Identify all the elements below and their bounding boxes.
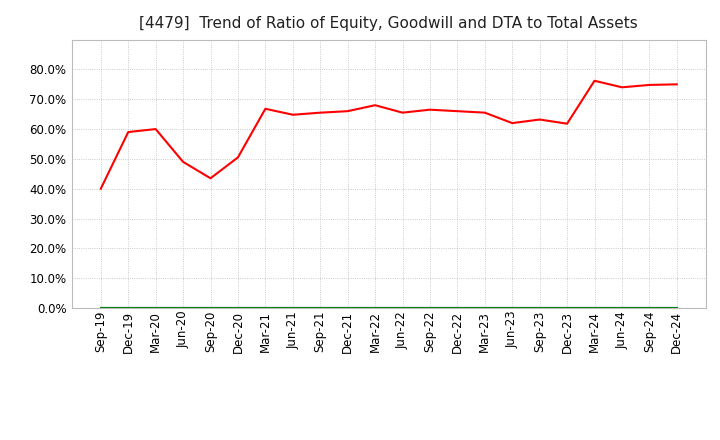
Goodwill	[618, 305, 626, 311]
Goodwill	[343, 305, 352, 311]
Title: [4479]  Trend of Ratio of Equity, Goodwill and DTA to Total Assets: [4479] Trend of Ratio of Equity, Goodwil…	[140, 16, 638, 32]
Goodwill	[96, 305, 105, 311]
Equity	[590, 78, 599, 84]
Equity	[426, 107, 434, 112]
Deferred Tax Assets	[508, 305, 516, 311]
Deferred Tax Assets	[124, 305, 132, 311]
Goodwill	[261, 305, 270, 311]
Equity	[233, 155, 242, 160]
Equity	[536, 117, 544, 122]
Equity	[398, 110, 407, 115]
Goodwill	[206, 305, 215, 311]
Deferred Tax Assets	[590, 305, 599, 311]
Goodwill	[398, 305, 407, 311]
Equity	[96, 186, 105, 191]
Goodwill	[233, 305, 242, 311]
Deferred Tax Assets	[289, 305, 297, 311]
Equity	[151, 126, 160, 132]
Deferred Tax Assets	[563, 305, 572, 311]
Equity	[179, 159, 187, 165]
Goodwill	[371, 305, 379, 311]
Deferred Tax Assets	[371, 305, 379, 311]
Equity	[563, 121, 572, 126]
Deferred Tax Assets	[151, 305, 160, 311]
Equity	[618, 84, 626, 90]
Deferred Tax Assets	[206, 305, 215, 311]
Equity	[124, 129, 132, 135]
Deferred Tax Assets	[343, 305, 352, 311]
Goodwill	[590, 305, 599, 311]
Deferred Tax Assets	[480, 305, 489, 311]
Goodwill	[508, 305, 516, 311]
Equity	[261, 106, 270, 111]
Deferred Tax Assets	[453, 305, 462, 311]
Equity	[480, 110, 489, 115]
Equity	[645, 82, 654, 88]
Goodwill	[480, 305, 489, 311]
Goodwill	[179, 305, 187, 311]
Equity	[371, 103, 379, 108]
Deferred Tax Assets	[398, 305, 407, 311]
Equity	[343, 109, 352, 114]
Deferred Tax Assets	[261, 305, 270, 311]
Goodwill	[536, 305, 544, 311]
Goodwill	[151, 305, 160, 311]
Deferred Tax Assets	[316, 305, 325, 311]
Line: Equity: Equity	[101, 81, 677, 189]
Equity	[206, 176, 215, 181]
Goodwill	[645, 305, 654, 311]
Deferred Tax Assets	[536, 305, 544, 311]
Goodwill	[453, 305, 462, 311]
Goodwill	[563, 305, 572, 311]
Deferred Tax Assets	[645, 305, 654, 311]
Goodwill	[289, 305, 297, 311]
Deferred Tax Assets	[618, 305, 626, 311]
Deferred Tax Assets	[672, 305, 681, 311]
Goodwill	[316, 305, 325, 311]
Equity	[672, 82, 681, 87]
Equity	[508, 121, 516, 126]
Deferred Tax Assets	[233, 305, 242, 311]
Equity	[289, 112, 297, 117]
Deferred Tax Assets	[426, 305, 434, 311]
Goodwill	[672, 305, 681, 311]
Goodwill	[426, 305, 434, 311]
Deferred Tax Assets	[179, 305, 187, 311]
Deferred Tax Assets	[96, 305, 105, 311]
Goodwill	[124, 305, 132, 311]
Equity	[453, 109, 462, 114]
Equity	[316, 110, 325, 115]
